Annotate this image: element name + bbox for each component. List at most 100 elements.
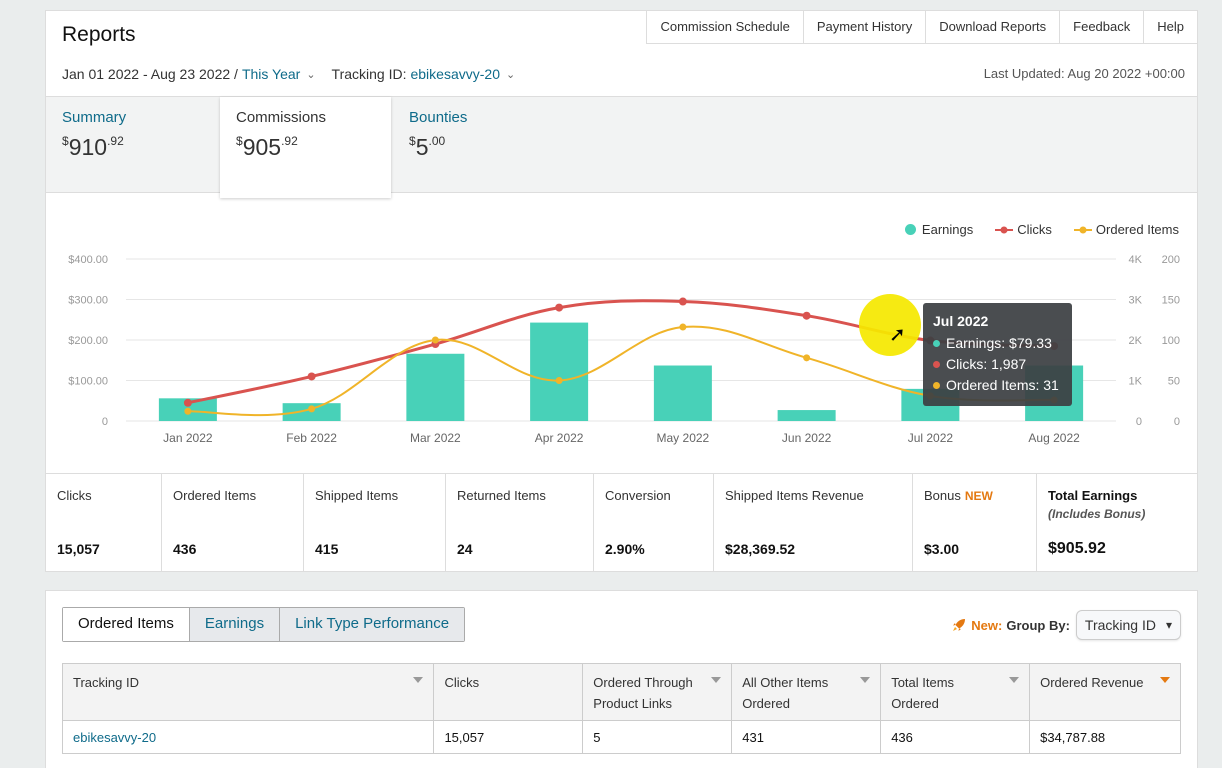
nav-help[interactable]: Help xyxy=(1143,11,1197,44)
summary-value: $910.92 xyxy=(62,134,124,160)
legend-ordered-items[interactable]: Ordered Items xyxy=(1073,222,1179,237)
left-tick-label: $400.00 xyxy=(68,254,108,266)
x-tick-label: Jul 2022 xyxy=(908,431,954,445)
ordered-items-line xyxy=(187,325,1055,417)
bounties-label: Bounties xyxy=(409,109,468,126)
earnings-bar xyxy=(777,410,836,421)
right-tick-label: 3K xyxy=(1129,295,1143,307)
right-tick-label: 0 xyxy=(1174,416,1180,428)
nav-download-reports[interactable]: Download Reports xyxy=(925,11,1060,44)
clicks-dot-icon xyxy=(933,360,940,368)
x-tick-label: Apr 2022 xyxy=(535,431,584,445)
date-range: Jan 01 2022 - Aug 23 2022 / xyxy=(62,66,238,82)
earnings-bar xyxy=(530,322,589,421)
col-ordered-revenue[interactable]: Ordered Revenue xyxy=(1029,663,1181,721)
period-dropdown[interactable]: This Year xyxy=(241,66,301,82)
sort-icon xyxy=(1009,677,1020,683)
x-tick-label: Jan 2022 xyxy=(163,431,213,445)
tab-commissions[interactable]: Commissions $905.92 xyxy=(220,97,391,198)
clicks-point xyxy=(678,297,687,306)
commissions-label: Commissions xyxy=(236,109,327,126)
col-ordered-through[interactable]: Ordered Through Product Links xyxy=(582,663,733,721)
right-tick-label: 4K xyxy=(1129,254,1143,266)
tracking-label: Tracking ID: xyxy=(331,66,407,82)
chart-legend: Earnings Clicks Ordered Items xyxy=(883,222,1179,237)
earnings-dot-icon xyxy=(933,339,940,347)
stat-returned-items: Returned Items 24 xyxy=(446,474,594,572)
group-by-select[interactable]: Tracking ID ▾ xyxy=(1075,610,1181,640)
tooltip-title: Jul 2022 xyxy=(933,313,989,329)
ordered-items-point xyxy=(308,405,316,413)
date-row: Jan 01 2022 - Aug 23 2022 / This Year ⌄ … xyxy=(62,66,515,82)
right-tick-label: 0 xyxy=(1136,416,1142,428)
stat-shipped-items: Shipped Items 415 xyxy=(304,474,446,572)
clicks-point xyxy=(307,372,316,381)
page-title: Reports xyxy=(62,23,136,46)
col-clicks[interactable]: Clicks xyxy=(433,663,584,721)
nav-commission-schedule[interactable]: Commission Schedule xyxy=(646,11,803,44)
summary-label: Summary xyxy=(62,109,127,126)
col-all-other-items[interactable]: All Other Items Ordered xyxy=(731,663,882,721)
stat-total-earnings: Total Earnings (Includes Bonus) $905.92 xyxy=(1048,488,1146,557)
top-nav: Commission Schedule Payment History Down… xyxy=(646,11,1197,44)
x-tick-label: Jun 2022 xyxy=(782,431,832,445)
chevron-down-icon[interactable]: ⌄ xyxy=(306,68,316,81)
row-all-other-items: 431 xyxy=(731,720,882,754)
tooltip-clicks: Clicks: 1,987 xyxy=(946,356,1027,372)
summary-tabs: Summary $910.92 Commissions $905.92 Boun… xyxy=(46,96,1197,198)
tracking-id-dropdown[interactable]: ebikesavvy-20 xyxy=(410,66,500,82)
x-tick-label: Feb 2022 xyxy=(286,431,337,445)
breakdown-tabs: Ordered Items Earnings Link Type Perform… xyxy=(62,607,466,642)
right-tick-label: 100 xyxy=(1162,335,1180,347)
new-badge: NEW xyxy=(964,489,993,503)
legend-clicks[interactable]: Clicks xyxy=(995,222,1052,237)
tooltip-earnings: Earnings: $79.33 xyxy=(946,335,1052,351)
col-total-items[interactable]: Total Items Ordered xyxy=(880,663,1031,721)
tooltip-ordered: Ordered Items: 31 xyxy=(946,377,1059,393)
tab-bounties[interactable]: Bounties $5.00 xyxy=(393,97,563,197)
tab-ordered-items[interactable]: Ordered Items xyxy=(63,608,189,641)
left-tick-label: $200.00 xyxy=(68,335,108,347)
reports-card: Reports Commission Schedule Payment Hist… xyxy=(45,10,1198,572)
last-updated: Last Updated: Aug 20 2022 +00:00 xyxy=(983,66,1185,81)
row-tracking-id[interactable]: ebikesavvy-20 xyxy=(61,720,435,754)
tab-earnings[interactable]: Earnings xyxy=(188,608,280,641)
clicks-line-icon xyxy=(995,226,1014,233)
sort-icon xyxy=(860,677,871,683)
breakdown-table: Tracking ID Clicks Ordered Through Produ… xyxy=(61,663,1181,754)
stat-conversion: Conversion 2.90% xyxy=(594,474,714,572)
clicks-point xyxy=(555,303,564,312)
new-label: New: xyxy=(971,617,1003,633)
bounties-value: $5.00 xyxy=(409,134,446,160)
sort-icon xyxy=(1160,677,1170,683)
chart-tooltip: Jul 2022 Earnings: $79.33 Clicks: 1,987 … xyxy=(923,303,1072,406)
right-tick-label: 1K xyxy=(1129,376,1143,388)
x-tick-label: Aug 2022 xyxy=(1028,431,1080,445)
tab-link-type-performance[interactable]: Link Type Performance xyxy=(279,608,465,641)
clicks-point xyxy=(183,398,192,407)
stat-shipped-revenue: Shipped Items Revenue $28,369.52 xyxy=(714,474,913,572)
left-tick-label: $300.00 xyxy=(68,295,108,307)
right-tick-label: 50 xyxy=(1168,376,1180,388)
chevron-down-icon[interactable]: ⌄ xyxy=(505,68,516,81)
stats-row: Clicks 15,057 Ordered Items 436 Shipped … xyxy=(46,473,1197,572)
ordered-items-point xyxy=(803,354,811,362)
row-total-items: 436 xyxy=(880,720,1031,754)
left-tick-label: 0 xyxy=(102,416,108,428)
legend-earnings[interactable]: Earnings xyxy=(904,222,973,237)
left-tick-label: $100.00 xyxy=(68,376,108,388)
rocket-icon xyxy=(953,619,966,631)
col-tracking-id[interactable]: Tracking ID xyxy=(61,663,435,721)
commissions-value: $905.92 xyxy=(236,134,298,160)
right-tick-label: 2K xyxy=(1129,335,1143,347)
tab-summary[interactable]: Summary $910.92 xyxy=(46,97,220,197)
earnings-dot-icon xyxy=(904,224,916,235)
sort-icon xyxy=(413,677,424,683)
nav-payment-history[interactable]: Payment History xyxy=(802,11,926,44)
x-tick-label: Mar 2022 xyxy=(410,431,461,445)
stat-bonus: Bonus NEW $3.00 xyxy=(913,474,1037,572)
clicks-point xyxy=(802,311,811,320)
nav-feedback[interactable]: Feedback xyxy=(1059,11,1144,44)
group-by: New: Group By: Tracking ID ▾ xyxy=(951,610,1181,640)
cursor-highlight xyxy=(859,294,921,356)
